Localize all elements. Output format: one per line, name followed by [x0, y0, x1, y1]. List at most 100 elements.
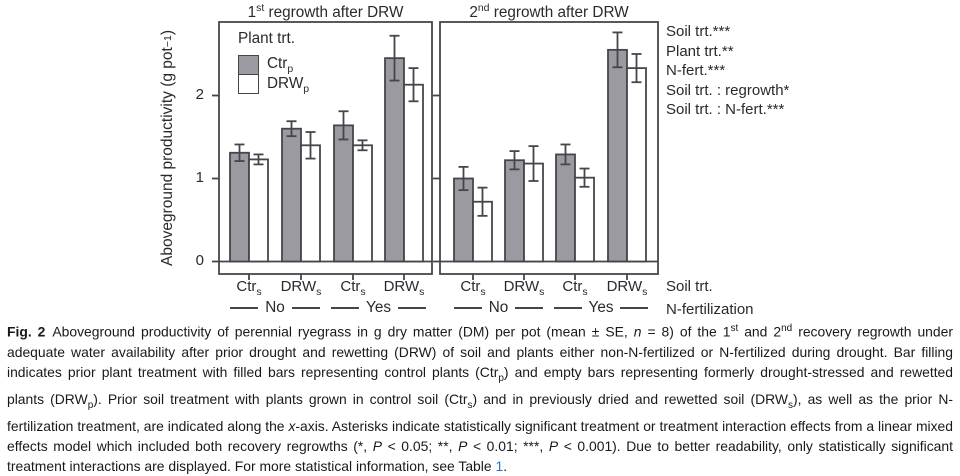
legend-label: Ctrp: [267, 55, 293, 75]
text-segment: ) and empty bars representing formerly d…: [7, 363, 954, 407]
text-segment: st: [256, 2, 265, 14]
text-segment: regrowth after DRW: [489, 4, 629, 22]
text-segment: < 0.01; ***,: [467, 437, 549, 454]
bar-DRW_p-group4: [403, 83, 424, 263]
soil-trt-row-label: Soil trt.: [666, 278, 713, 295]
text-segment: p: [303, 83, 310, 96]
y-tick-label-0: 0: [195, 251, 204, 269]
legend-rows: Ctrp DRWp: [238, 55, 309, 95]
stat-annotation: Soil trt. : N-fert.***: [666, 101, 785, 118]
text-segment: s: [467, 399, 473, 411]
legend-title: Plant trt.: [238, 30, 295, 47]
text-segment: p: [287, 63, 294, 76]
n-fertilization-group-label: Yes: [531, 299, 671, 317]
bar-DRW_p-group3: [352, 144, 373, 263]
legend-swatch-filled: [238, 55, 259, 75]
bar-Ctr_p-group3: [333, 124, 354, 263]
group-label-text: Yes: [366, 299, 391, 316]
text-segment: Ctr: [340, 278, 361, 295]
figure-caption: Fig. 2 Aboveground productivity of peren…: [7, 319, 953, 476]
text-segment: Fig. 2: [7, 323, 46, 340]
group-dash-line: [453, 307, 482, 309]
text-segment: s: [256, 286, 262, 298]
text-segment: ). Prior soil treatment with plants grow…: [93, 390, 468, 407]
n-fertilization-group-label: No: [429, 299, 569, 317]
panel-2-title: 2nd regrowth after DRW: [440, 2, 658, 22]
n-fertilization-group-label: Yes: [309, 299, 449, 317]
bar-DRW_p-group4: [626, 67, 647, 263]
text-segment: s: [480, 286, 486, 298]
x-category-label: DRWs: [273, 278, 329, 298]
bar-DRW_p-group1: [248, 158, 269, 263]
group-dash-line: [553, 307, 582, 309]
x-category-label: DRWs: [496, 278, 552, 298]
group-dash-line: [515, 307, 544, 309]
text-segment: DRW: [280, 278, 317, 295]
text-segment: s: [360, 286, 366, 298]
bar-DRW_p-group3: [574, 176, 595, 263]
text-segment: x: [288, 417, 296, 434]
bar-DRW_p-group2: [300, 144, 321, 263]
group-dash-line: [230, 307, 259, 309]
text-segment: Aboveground productivity of perennial ry…: [45, 323, 634, 340]
text-segment: s: [419, 286, 425, 298]
bar-Ctr_p-group1: [229, 151, 250, 263]
stat-annotation: Soil trt. : regrowth*: [666, 81, 790, 99]
x-category-label: DRWs: [599, 278, 655, 298]
x-category-label: Ctrs: [445, 278, 501, 298]
stat-annotation: Soil trt.***: [666, 23, 731, 40]
text-segment: 1: [247, 4, 257, 22]
text-segment: n: [633, 323, 642, 340]
text-segment: ), as well as the prior N-fertilization …: [7, 390, 953, 434]
legend: Plant trt. Ctrp DRWp: [238, 30, 309, 95]
text-segment: nd: [781, 323, 793, 334]
stat-annotation: Plant trt.**: [666, 42, 734, 60]
text-segment: DRW: [606, 278, 643, 295]
x-category-label: DRWs: [376, 278, 432, 298]
text-segment: P: [372, 437, 382, 454]
group-label-text: No: [265, 299, 285, 316]
legend-item: DRWp: [238, 74, 309, 95]
bar-Ctr_p-group4: [607, 48, 628, 263]
group-label-text: No: [488, 299, 509, 316]
bar-panel-2nd-regrowth: [433, 21, 659, 280]
text-segment: P: [548, 437, 559, 454]
text-segment: Ctr: [267, 54, 288, 72]
panel-border: [218, 21, 433, 275]
text-segment: nd: [477, 2, 490, 14]
group-label-text: Yes: [588, 299, 614, 316]
text-segment: DRW: [383, 278, 420, 295]
panel-border: [439, 21, 659, 275]
y-tick-label-1: 1: [195, 168, 204, 186]
text-segment: recovery regrowth under adequate water a…: [7, 323, 953, 380]
text-segment: .: [503, 457, 508, 474]
text-segment: P: [458, 437, 468, 454]
text-segment: -axis. Asterisks indicate statistically …: [7, 417, 954, 454]
text-segment: < 0.05; **,: [382, 437, 459, 454]
figure-area: Aboveground productivity (g pot −1) 0 1 2 1…: [159, 2, 790, 318]
table-1-link[interactable]: 1: [495, 457, 504, 474]
text-segment: p: [87, 399, 94, 411]
text-segment: st: [730, 323, 739, 334]
text-segment: and 2: [738, 323, 782, 340]
text-segment: Ctr: [460, 278, 481, 295]
text-segment: s: [316, 286, 322, 298]
legend-label: DRWp: [267, 75, 309, 95]
bar-Ctr_p-group4: [384, 57, 405, 263]
text-segment: p: [498, 372, 504, 384]
text-segment: DRW: [267, 74, 304, 92]
text-segment: Aboveground productivity (g pot: [159, 47, 176, 267]
legend-item: Ctrp: [238, 55, 309, 75]
bar-Ctr_p-group2: [281, 127, 302, 263]
text-segment: DRW: [503, 278, 540, 295]
text-segment: s: [539, 286, 545, 298]
y-tick-label-2: 2: [195, 85, 204, 103]
n-fertilization-row-label: N-fertilization: [666, 301, 754, 318]
group-dash-line: [291, 307, 320, 309]
x-category-label: Ctrs: [325, 278, 381, 298]
group-dash-line: [331, 307, 360, 309]
bar-panel-1st-regrowth: [212, 21, 433, 280]
text-segment: s: [642, 286, 648, 298]
group-dash-line: [397, 307, 426, 309]
text-segment: s: [582, 286, 588, 298]
